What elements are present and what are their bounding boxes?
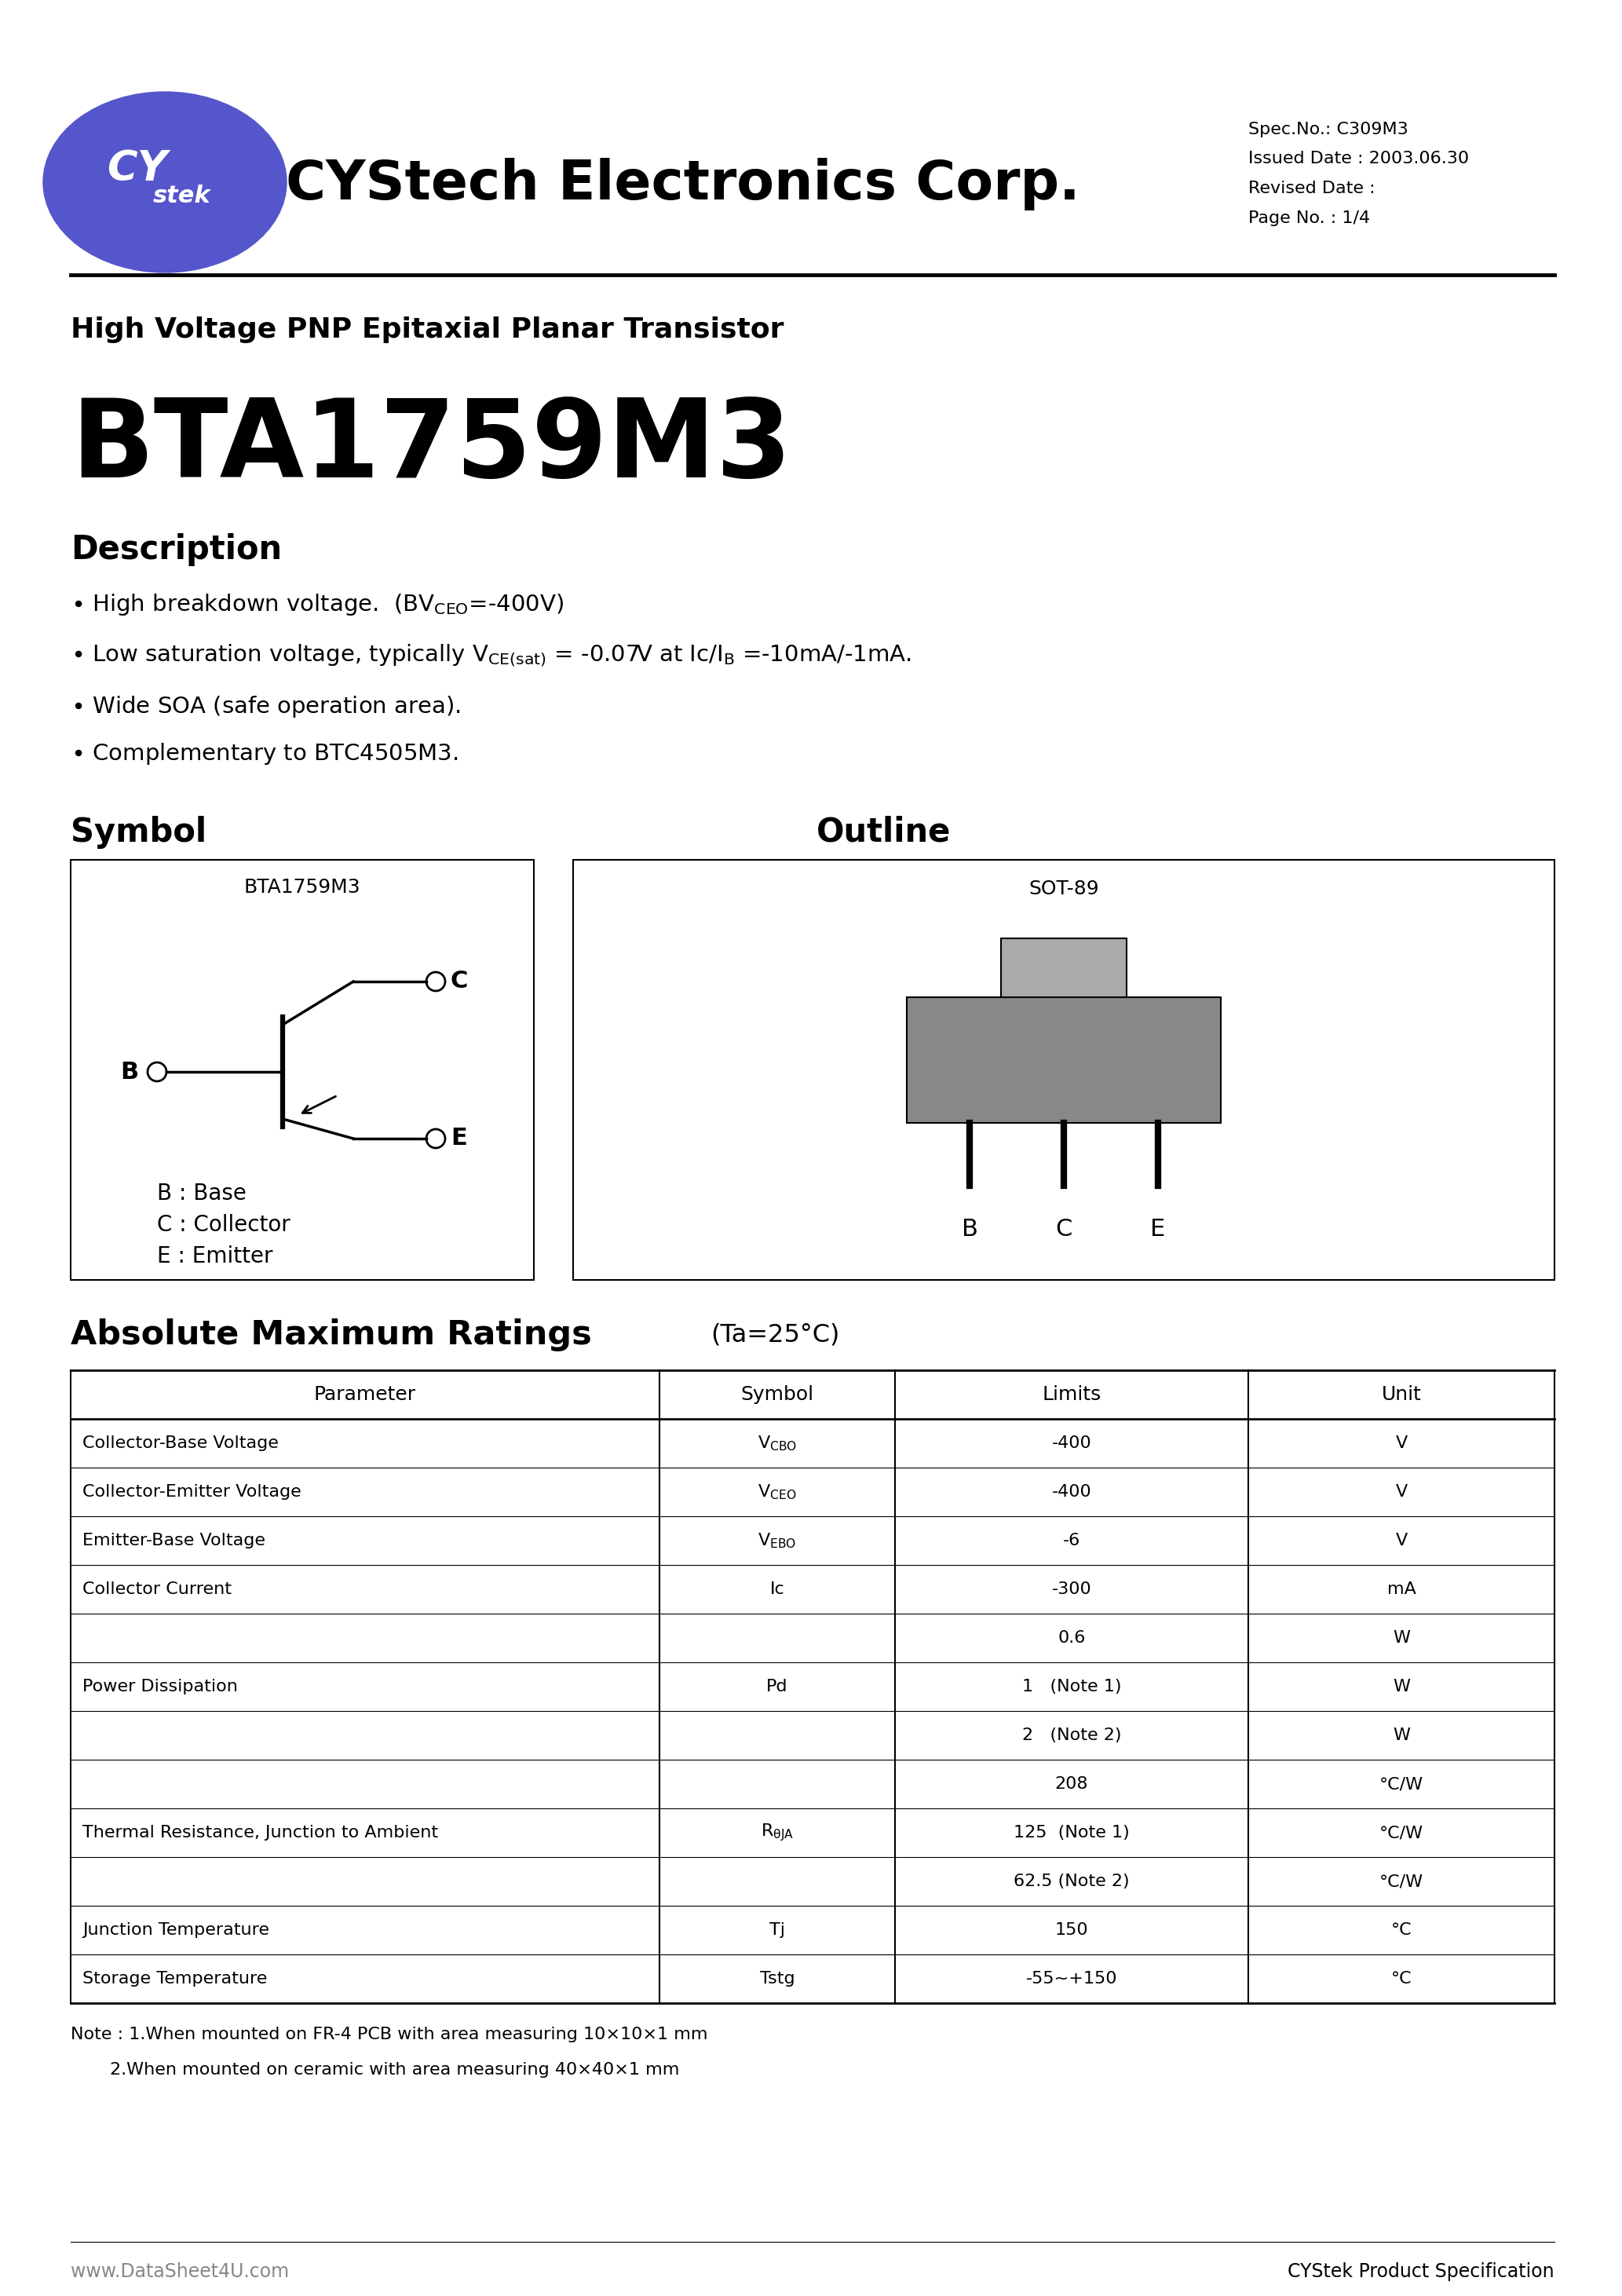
Text: -300: -300 — [1051, 1582, 1092, 1598]
Text: Thermal Resistance, Junction to Ambient: Thermal Resistance, Junction to Ambient — [83, 1825, 438, 1841]
Text: Pd: Pd — [767, 1678, 788, 1694]
Text: Page No. : 1/4: Page No. : 1/4 — [1249, 211, 1371, 225]
Text: W: W — [1393, 1678, 1410, 1694]
Text: B: B — [962, 1217, 978, 1240]
Text: mA: mA — [1387, 1582, 1416, 1598]
Text: CY: CY — [107, 149, 167, 188]
Text: Limits: Limits — [1041, 1384, 1101, 1403]
Text: Junction Temperature: Junction Temperature — [83, 1922, 269, 1938]
Ellipse shape — [44, 92, 287, 273]
Text: $\bullet$ Low saturation voltage, typically V$_{\mathsf{CE(sat)}}$ = -0.07V at I: $\bullet$ Low saturation voltage, typica… — [71, 643, 912, 668]
Text: BTA1759M3: BTA1759M3 — [71, 395, 792, 501]
Text: V: V — [1395, 1435, 1408, 1451]
Text: Symbol: Symbol — [71, 815, 206, 850]
Text: -400: -400 — [1051, 1483, 1092, 1499]
Text: E : Emitter: E : Emitter — [157, 1244, 272, 1267]
Text: °C/W: °C/W — [1379, 1825, 1424, 1841]
Text: W: W — [1393, 1630, 1410, 1646]
Text: 0.6: 0.6 — [1058, 1630, 1085, 1646]
Text: $\bullet$ Complementary to BTC4505M3.: $\bullet$ Complementary to BTC4505M3. — [71, 742, 457, 767]
Text: E: E — [1150, 1217, 1166, 1240]
Bar — [71, 859, 534, 1279]
Text: B: B — [120, 1061, 138, 1084]
Text: Spec.No.: C309M3: Spec.No.: C309M3 — [1249, 122, 1408, 138]
Text: SOT-89: SOT-89 — [1028, 879, 1100, 898]
Text: E: E — [451, 1127, 467, 1150]
Text: Storage Temperature: Storage Temperature — [83, 1970, 268, 1986]
Text: °C: °C — [1392, 1970, 1411, 1986]
Text: V$_{\rm EBO}$: V$_{\rm EBO}$ — [757, 1531, 796, 1550]
Text: Symbol: Symbol — [741, 1384, 814, 1403]
Text: V: V — [1395, 1534, 1408, 1548]
Text: 125  (Note 1): 125 (Note 1) — [1014, 1825, 1129, 1841]
Text: B : Base: B : Base — [157, 1182, 247, 1205]
Text: www.DataSheet4U.com: www.DataSheet4U.com — [71, 2262, 289, 2282]
Text: Note : 1.When mounted on FR-4 PCB with area measuring 10×10×1 mm: Note : 1.When mounted on FR-4 PCB with a… — [71, 2027, 707, 2043]
Text: High Voltage PNP Epitaxial Planar Transistor: High Voltage PNP Epitaxial Planar Transi… — [71, 317, 783, 342]
Text: -6: -6 — [1062, 1534, 1080, 1548]
Text: $\bullet$ High breakdown voltage.  (BV$_{\mathsf{CEO}}$=-400V): $\bullet$ High breakdown voltage. (BV$_{… — [71, 592, 564, 618]
Text: Emitter-Base Voltage: Emitter-Base Voltage — [83, 1534, 266, 1548]
Text: Collector-Emitter Voltage: Collector-Emitter Voltage — [83, 1483, 302, 1499]
Text: Issued Date : 2003.06.30: Issued Date : 2003.06.30 — [1249, 152, 1470, 168]
Text: Ic: Ic — [770, 1582, 785, 1598]
Text: V: V — [1395, 1483, 1408, 1499]
Bar — [1001, 939, 1127, 996]
Text: Absolute Maximum Ratings: Absolute Maximum Ratings — [71, 1318, 592, 1352]
Text: 2.When mounted on ceramic with area measuring 40×40×1 mm: 2.When mounted on ceramic with area meas… — [110, 2062, 680, 2078]
Text: 1   (Note 1): 1 (Note 1) — [1022, 1678, 1121, 1694]
Text: $\bullet$ Wide SOA (safe operation area).: $\bullet$ Wide SOA (safe operation area)… — [71, 693, 461, 719]
Text: V$_{\rm CBO}$: V$_{\rm CBO}$ — [757, 1435, 796, 1453]
Text: (Ta=25°C): (Ta=25°C) — [710, 1322, 840, 1348]
Text: -55~+150: -55~+150 — [1027, 1970, 1118, 1986]
Text: Tj: Tj — [769, 1922, 785, 1938]
Text: Tstg: Tstg — [759, 1970, 795, 1986]
Text: V$_{\rm CEO}$: V$_{\rm CEO}$ — [757, 1483, 796, 1502]
Text: W: W — [1393, 1727, 1410, 1743]
Text: 62.5 (Note 2): 62.5 (Note 2) — [1014, 1874, 1129, 1890]
Text: C: C — [451, 971, 469, 992]
Text: °C: °C — [1392, 1922, 1411, 1938]
Text: Revised Date :: Revised Date : — [1249, 181, 1375, 195]
Text: BTA1759M3: BTA1759M3 — [243, 877, 360, 898]
Text: Outline: Outline — [816, 815, 950, 850]
Text: C: C — [1056, 1217, 1072, 1240]
Text: stek: stek — [152, 186, 211, 207]
Text: °C/W: °C/W — [1379, 1874, 1424, 1890]
Text: CYStek Product Specification: CYStek Product Specification — [1288, 2262, 1554, 2282]
Text: 150: 150 — [1054, 1922, 1088, 1938]
Text: 208: 208 — [1054, 1777, 1088, 1791]
Text: Collector-Base Voltage: Collector-Base Voltage — [83, 1435, 279, 1451]
Text: Unit: Unit — [1382, 1384, 1421, 1403]
Text: Description: Description — [71, 533, 282, 567]
Bar — [907, 996, 1221, 1123]
Text: °C/W: °C/W — [1379, 1777, 1424, 1791]
Text: -400: -400 — [1051, 1435, 1092, 1451]
Text: Parameter: Parameter — [315, 1384, 417, 1403]
Text: R$_{\rm \theta JA}$: R$_{\rm \theta JA}$ — [761, 1823, 793, 1844]
Text: C : Collector: C : Collector — [157, 1215, 290, 1235]
Bar — [573, 859, 1554, 1279]
Text: 2   (Note 2): 2 (Note 2) — [1022, 1727, 1121, 1743]
Text: Power Dissipation: Power Dissipation — [83, 1678, 238, 1694]
Text: CYStech Electronics Corp.: CYStech Electronics Corp. — [285, 158, 1080, 211]
Text: Collector Current: Collector Current — [83, 1582, 232, 1598]
